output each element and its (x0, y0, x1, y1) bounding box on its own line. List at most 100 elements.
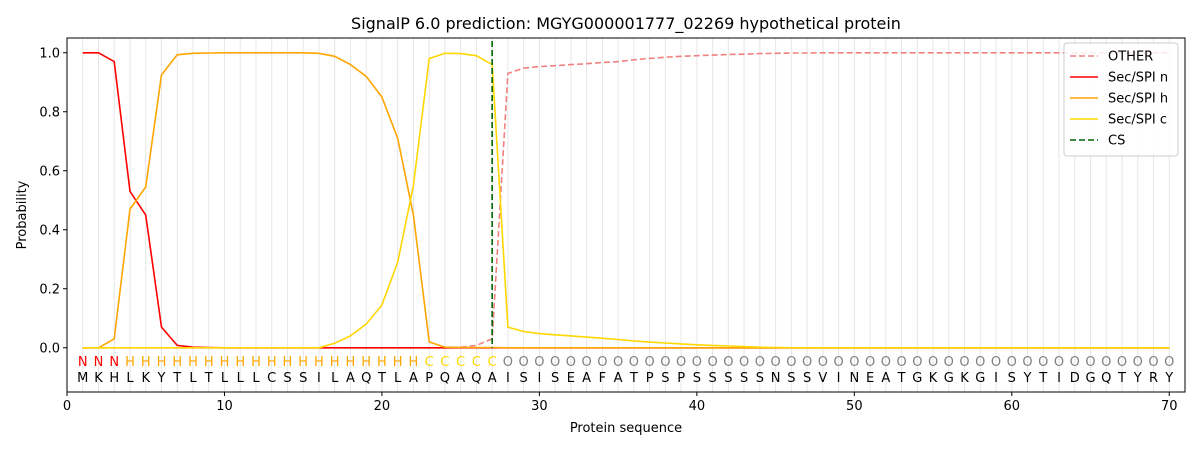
sequence-letter: S (787, 371, 795, 386)
prediction-label: O (928, 355, 938, 370)
prediction-label: O (1022, 355, 1032, 370)
sequence-letter: E (567, 371, 575, 386)
prediction-label: O (959, 355, 969, 370)
prediction-label: O (597, 355, 607, 370)
x-tick-label: 10 (216, 399, 233, 414)
prediction-label: O (692, 355, 702, 370)
sequence-letter: A (456, 371, 465, 386)
sequence-letter: E (866, 371, 874, 386)
prediction-label: O (1117, 355, 1127, 370)
prediction-label: H (409, 355, 419, 370)
prediction-label: O (660, 355, 670, 370)
prediction-label: C (456, 355, 465, 370)
series-lines (82, 40, 1170, 349)
prediction-label: H (172, 355, 182, 370)
prediction-label: H (361, 355, 371, 370)
prediction-label: H (377, 355, 387, 370)
prediction-label: H (157, 355, 167, 370)
prediction-label: O (1148, 355, 1158, 370)
prediction-label: O (723, 355, 733, 370)
sequence-letter: R (1149, 371, 1158, 386)
sequence-letter: S (724, 371, 732, 386)
sequence-letter: I (994, 371, 998, 386)
sequence-letter: K (929, 371, 938, 386)
sequence-letter: L (394, 371, 402, 386)
prediction-label: O (802, 355, 812, 370)
x-tick-label: 50 (846, 399, 863, 414)
prediction-label: H (220, 355, 230, 370)
prediction-label: C (440, 355, 449, 370)
sequence-annotations: NMNKNHHLHKHYHTHLHTHLHLHLHCHSHSHIHLHAHQHT… (77, 355, 1174, 386)
sequence-letter: L (237, 371, 245, 386)
prediction-label: H (188, 355, 198, 370)
series-line (82, 51, 1170, 349)
sequence-letter: I (537, 371, 541, 386)
sequence-letter: A (881, 371, 890, 386)
y-tick-label: 0.8 (39, 105, 60, 120)
sequence-letter: T (629, 371, 638, 386)
prediction-label: H (283, 355, 293, 370)
prediction-label: O (582, 355, 592, 370)
sequence-letter: L (189, 371, 197, 386)
prediction-label: O (1007, 355, 1017, 370)
legend-label: OTHER (1108, 50, 1153, 65)
prediction-label: N (78, 355, 88, 370)
x-tick-label: 0 (63, 399, 71, 414)
sequence-letter: G (912, 371, 922, 386)
prediction-label: O (613, 355, 623, 370)
sequence-letter: D (1070, 371, 1080, 386)
prediction-label: N (109, 355, 119, 370)
prediction-label: H (393, 355, 403, 370)
prediction-label: O (865, 355, 875, 370)
prediction-label: O (566, 355, 576, 370)
prediction-label: O (1085, 355, 1095, 370)
sequence-letter: S (661, 371, 669, 386)
legend-label: Sec/SPI h (1108, 92, 1168, 107)
sequence-letter: C (267, 371, 276, 386)
prediction-label: O (833, 355, 843, 370)
chart-title: SignalP 6.0 prediction: MGYG000001777_02… (351, 14, 901, 34)
series-line (82, 52, 1170, 349)
prediction-label: C (472, 355, 481, 370)
prediction-label: H (330, 355, 340, 370)
prediction-label: H (125, 355, 135, 370)
sequence-letter: Y (1023, 371, 1032, 386)
sequence-letter: S (283, 371, 291, 386)
sequence-letter: G (1085, 371, 1095, 386)
sequence-letter: A (582, 371, 591, 386)
prediction-label: O (503, 355, 513, 370)
x-tick-label: 20 (374, 399, 391, 414)
sequence-letter: S (1008, 371, 1016, 386)
prediction-label: O (1054, 355, 1064, 370)
sequence-letter: F (599, 371, 606, 386)
sequence-letter: S (693, 371, 701, 386)
x-tick-label: 40 (689, 399, 706, 414)
prediction-label: O (645, 355, 655, 370)
sequence-letter: S (803, 371, 811, 386)
prediction-label: O (1133, 355, 1143, 370)
prediction-label: O (881, 355, 891, 370)
prediction-label: O (755, 355, 765, 370)
prediction-label: O (975, 355, 985, 370)
sequence-letter: I (1057, 371, 1061, 386)
prediction-label: O (991, 355, 1001, 370)
x-tick-label: 60 (1004, 399, 1021, 414)
prediction-label: O (1038, 355, 1048, 370)
y-tick-label: 0.6 (39, 164, 60, 179)
sequence-letter: T (172, 371, 181, 386)
sequence-letter: P (677, 371, 685, 386)
sequence-letter: T (1117, 371, 1126, 386)
y-tick-label: 1.0 (39, 46, 60, 61)
prediction-label: C (488, 355, 497, 370)
prediction-label: O (912, 355, 922, 370)
sequence-letter: I (317, 371, 321, 386)
sequence-letter: S (520, 371, 528, 386)
sequence-letter: Q (471, 371, 481, 386)
legend-box (1063, 42, 1179, 157)
sequence-letter: M (77, 371, 88, 386)
sequence-letter: K (141, 371, 150, 386)
sequence-letter: L (126, 371, 134, 386)
sequence-letter: T (204, 371, 213, 386)
sequence-letter: A (346, 371, 355, 386)
